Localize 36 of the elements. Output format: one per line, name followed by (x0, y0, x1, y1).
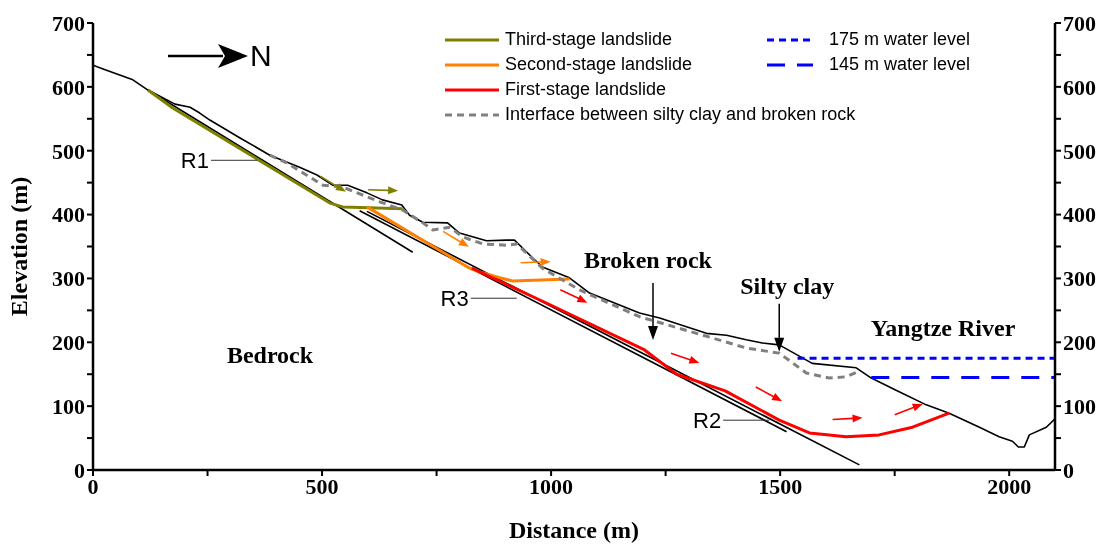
y-tick-label: 500 (52, 138, 85, 164)
annotation: Silty clay (740, 272, 835, 299)
y-tick-label: 100 (52, 393, 85, 419)
legend-label: Interface between silty clay and broken rock (505, 104, 856, 125)
y2-tick-label: 700 (1063, 10, 1096, 36)
legend-label: 175 m water level (829, 29, 971, 50)
legend-label: First-stage landslide (505, 79, 667, 100)
y-tick-label: 300 (52, 266, 85, 292)
legend-label: Third-stage landslide (505, 29, 673, 50)
legend-label: Second-stage landslide (505, 54, 693, 75)
x-tick-label: 500 (305, 473, 339, 499)
y2-tick-label: 0 (1063, 457, 1074, 483)
annotation: Bedrock (226, 342, 314, 368)
annotation: N (250, 39, 272, 72)
x-tick-label: 1000 (529, 473, 574, 499)
y2-tick-label: 100 (1063, 393, 1096, 419)
y-axis-title: Elevation (m) (6, 176, 32, 317)
annotation: R1 (180, 148, 209, 174)
y-tick-label: 0 (74, 457, 85, 483)
annotation: R2 (693, 408, 722, 434)
legend-label: 145 m water level (829, 54, 971, 75)
x-axis-title: Distance (m) (509, 517, 639, 543)
y2-tick-label: 200 (1063, 330, 1096, 356)
x-tick-label: 2000 (987, 473, 1032, 499)
y-tick-label: 700 (52, 10, 85, 36)
y2-tick-label: 300 (1063, 266, 1096, 292)
annotation: Broken rock (584, 247, 713, 273)
y2-tick-label: 600 (1063, 74, 1096, 100)
annotation: R3 (440, 286, 469, 312)
annotation: Yangtze River (870, 315, 1016, 341)
y-tick-label: 600 (52, 74, 85, 100)
y-tick-label: 200 (52, 330, 85, 356)
y2-tick-label: 400 (1063, 202, 1096, 228)
y-tick-label: 400 (52, 202, 85, 228)
x-tick-label: 1500 (758, 473, 803, 499)
y2-tick-label: 500 (1063, 138, 1096, 164)
